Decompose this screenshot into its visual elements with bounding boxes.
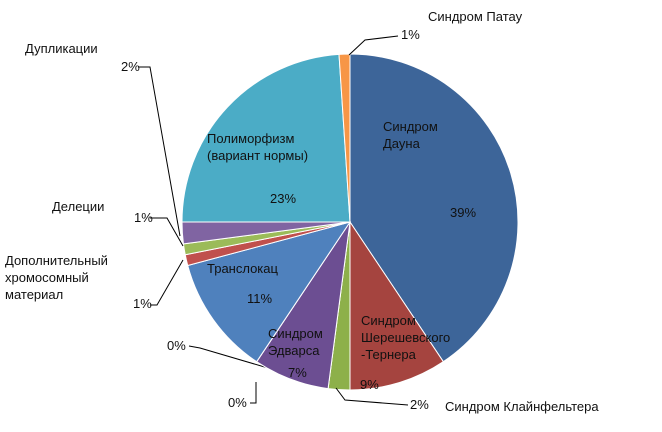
slice-label: Транслокац: [207, 261, 278, 276]
leader-line: [188, 345, 269, 369]
slice-label: Полиморфизм (вариант нормы): [207, 131, 309, 163]
value-label: 9%: [360, 377, 379, 392]
value-label: 7%: [288, 365, 307, 380]
value-label: 1%: [134, 210, 153, 225]
value-label: 39%: [450, 205, 477, 220]
value-label: 11%: [247, 291, 273, 306]
slice-label: Синдром Шерешевского-Тернера: [361, 313, 451, 362]
value-label: 2%: [121, 59, 140, 74]
slice-label: Синдром Дауна: [383, 119, 438, 151]
slice-label: Синдром Клайнфельтера: [445, 399, 599, 414]
leader-line: [150, 259, 184, 306]
value-label: 23%: [270, 191, 297, 206]
leader-line: [348, 35, 399, 56]
slice-label: Дополнительный хромосомный материал: [5, 253, 108, 302]
value-label: 1%: [401, 27, 420, 42]
leader-line: [250, 382, 257, 404]
value-label: 1%: [133, 296, 152, 311]
value-label: 0%: [228, 395, 247, 410]
slice-label: Делеции: [52, 199, 105, 214]
slice-label: Синдром Эдварса: [268, 326, 323, 358]
slice-label: Дупликации: [25, 41, 98, 56]
leader-line: [150, 217, 184, 247]
leader-line: [138, 66, 181, 237]
pie-slice: [187, 221, 352, 363]
slice-label: Синдром Патау: [428, 9, 523, 24]
leader-line: [335, 387, 409, 406]
value-label: 2%: [410, 397, 429, 412]
pie-slice: [349, 220, 445, 391]
pie-slice: [181, 53, 351, 223]
value-label: 0%: [167, 338, 186, 353]
